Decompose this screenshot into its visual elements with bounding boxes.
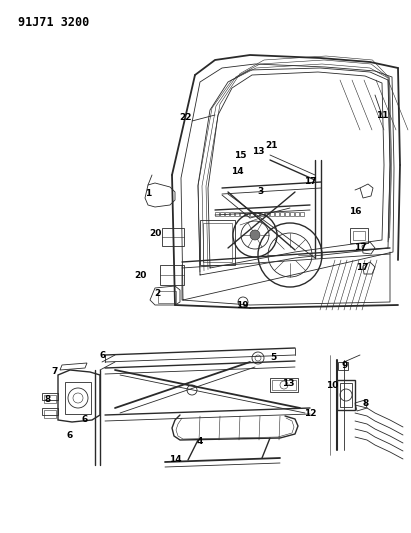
Bar: [200, 220, 235, 265]
Text: 21: 21: [266, 141, 278, 149]
Bar: [44, 410, 56, 418]
Bar: [337, 380, 355, 410]
Bar: [350, 228, 368, 243]
Bar: [160, 265, 184, 285]
Text: 8: 8: [45, 395, 51, 405]
Bar: [65, 382, 91, 414]
Bar: [285, 212, 289, 216]
Text: 6: 6: [67, 431, 73, 440]
Bar: [240, 212, 244, 216]
Text: 20: 20: [149, 229, 161, 238]
Text: 6: 6: [100, 351, 106, 359]
Text: 20: 20: [134, 271, 146, 279]
Bar: [215, 212, 219, 216]
Bar: [220, 212, 224, 216]
Text: 14: 14: [231, 167, 243, 176]
Text: 22: 22: [179, 114, 191, 123]
Bar: [270, 212, 274, 216]
Bar: [245, 212, 249, 216]
Text: 1: 1: [145, 189, 151, 198]
Bar: [230, 212, 234, 216]
Text: 8: 8: [363, 399, 369, 408]
Bar: [235, 212, 239, 216]
Text: 19: 19: [236, 302, 248, 311]
Text: 14: 14: [169, 456, 181, 464]
Text: 16: 16: [349, 207, 361, 216]
Text: 10: 10: [326, 381, 338, 390]
Bar: [300, 212, 304, 216]
Text: 7: 7: [52, 367, 58, 376]
Text: 15: 15: [234, 150, 246, 159]
Bar: [270, 378, 298, 392]
Bar: [225, 212, 229, 216]
Text: 17: 17: [354, 244, 366, 253]
Text: 12: 12: [304, 408, 316, 417]
Bar: [44, 395, 56, 403]
Bar: [340, 383, 352, 407]
Bar: [280, 212, 284, 216]
Text: 17: 17: [356, 263, 368, 272]
Bar: [295, 212, 299, 216]
Text: 13: 13: [252, 148, 264, 157]
Text: 3: 3: [257, 188, 263, 197]
Text: 91J71 3200: 91J71 3200: [18, 16, 89, 29]
Bar: [338, 362, 348, 370]
Text: 2: 2: [154, 288, 160, 297]
Bar: [255, 212, 259, 216]
Text: 13: 13: [282, 378, 294, 387]
Bar: [265, 212, 269, 216]
Bar: [272, 380, 296, 390]
Text: 6: 6: [82, 416, 88, 424]
Bar: [158, 291, 176, 303]
Bar: [203, 223, 232, 262]
Text: 9: 9: [342, 361, 348, 370]
Bar: [162, 228, 184, 246]
Text: 11: 11: [376, 110, 388, 119]
Text: 5: 5: [270, 352, 276, 361]
Bar: [260, 212, 264, 216]
Text: 17: 17: [304, 176, 316, 185]
Bar: [250, 212, 254, 216]
Bar: [275, 212, 279, 216]
Text: 4: 4: [197, 438, 203, 447]
Circle shape: [250, 230, 260, 240]
Bar: [290, 212, 294, 216]
Bar: [353, 231, 365, 240]
